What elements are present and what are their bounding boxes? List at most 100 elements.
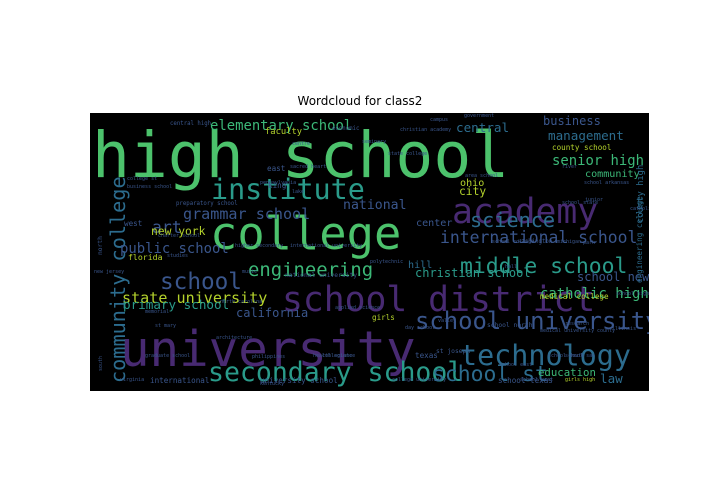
word-california: california (236, 306, 308, 320)
word-institute: institute (211, 173, 365, 206)
word-king: king (268, 181, 286, 190)
word-school-college: school college (492, 239, 534, 245)
word-college-university: college university (392, 377, 446, 383)
word-school-east: school east (499, 362, 532, 368)
word-girls: girls (372, 313, 395, 322)
word-christian-school: christian school (415, 266, 531, 280)
wordcloud-svg: high school university college school distr… (92, 113, 649, 388)
word-community-college: community college (106, 176, 130, 383)
word-hall: hall (505, 264, 517, 270)
word-memorial: memorial (145, 309, 169, 315)
word-central-high: central high (170, 121, 211, 127)
word-college-st: college st (127, 176, 157, 182)
word-architecture: architecture (216, 335, 252, 341)
word-primary-school: primary school (123, 297, 229, 312)
word-county: county (597, 328, 615, 334)
word-pennsylvania: pennsylvania (260, 180, 296, 186)
word-south: south (98, 356, 104, 371)
word-school-university: school university (415, 307, 649, 335)
word-management: management (548, 128, 624, 143)
word-art: art (152, 218, 182, 237)
word-new-jersey: new jersey (94, 269, 124, 275)
word-faculty: faculty (265, 127, 302, 137)
wordcloud-canvas: high school university college school distr… (90, 113, 649, 391)
word-senior-high: senior high (552, 153, 644, 169)
word-research: research (565, 321, 589, 327)
word-city: city (459, 185, 486, 198)
word-international: international (150, 376, 209, 385)
word-texas: texas (415, 351, 438, 360)
word-school-texas: school texas (498, 376, 553, 385)
word-seminary: seminary (362, 139, 386, 145)
word-high-school: high school (92, 119, 509, 192)
word-hill: hill (408, 260, 432, 271)
word-economic: economic (332, 126, 359, 132)
word-catholic-high: catholic high (540, 286, 649, 302)
word-national-university: national university (285, 272, 357, 279)
word-university: university (120, 320, 416, 378)
word-school-high: school high (616, 291, 649, 297)
word-north-carolina: north carolina (220, 299, 262, 305)
word-international-school: international school (440, 228, 637, 247)
word-engineering: engineering (248, 259, 373, 281)
word-academy: academy (452, 192, 598, 232)
word-studies: studies (167, 253, 188, 259)
word-government: government (464, 113, 494, 119)
word-area-school: area school (465, 173, 498, 179)
word-college: college (210, 207, 401, 260)
word-technology: technology (460, 339, 631, 372)
word-business-school: business school (127, 184, 172, 190)
word-public-school: public school (120, 241, 229, 257)
word-north: north (97, 236, 104, 255)
word-central: central (456, 120, 509, 135)
word-ohio: ohio (460, 178, 484, 189)
word-graduate-school: graduate school (145, 353, 190, 359)
word-state-university: state university (122, 289, 267, 307)
word-engineering-college: engineering college (635, 196, 644, 283)
word-center: center (416, 218, 452, 229)
word-community: community (585, 169, 640, 180)
word-school-arkansas: school arkansas (584, 180, 629, 186)
word-school-north: school north (487, 322, 533, 329)
word-school-west: school west (520, 377, 553, 383)
word-medical-college: medical college (540, 292, 609, 301)
word-school-san: school san (565, 353, 595, 359)
word-international-university: international university (290, 243, 362, 249)
word-state-college: state college (388, 151, 427, 157)
word-michigan: michigan (557, 239, 581, 245)
word-east: east (267, 164, 285, 173)
word-school-district: school district (282, 280, 595, 320)
word-campus: campus (430, 117, 448, 123)
word-philippines: philippines (252, 354, 285, 360)
word-music: music (242, 269, 257, 275)
word-school-state: school state (562, 200, 598, 206)
word-medical-university: medical university (540, 328, 594, 334)
word-illinois: illinois (612, 326, 636, 332)
word-west: west (124, 219, 142, 228)
word-polytechnic: polytechnic (370, 259, 403, 265)
word-girls-high: girls high (565, 377, 595, 383)
word-junior: junior (585, 197, 603, 203)
word-county-high: county high (636, 165, 646, 223)
word-kentucky: kentucky (260, 381, 284, 387)
word-new-york: new york (151, 225, 206, 238)
word-secondary-school: secondary school (208, 357, 463, 388)
word-catholic: catholic (630, 206, 649, 212)
word-business: business (543, 114, 601, 128)
word-education: education (538, 366, 596, 379)
word-sacred-heart: sacred heart (290, 164, 326, 170)
word-river: river (562, 164, 577, 170)
word-christian-academy: christian academy (400, 127, 451, 133)
word-school-st: school st (432, 362, 548, 387)
word-charter-school: charter school (158, 233, 200, 239)
word-washington: washington (518, 239, 552, 245)
word-st-joseph: st joseph (436, 348, 470, 355)
chart-title: Wordcloud for class2 (297, 94, 423, 108)
word-applied-science: applied science (335, 305, 380, 311)
word-science: science (470, 208, 555, 232)
word-law: law (600, 371, 623, 386)
word-lake: lake (292, 189, 304, 195)
word-st-mary: st mary (155, 323, 176, 329)
word-collegiate: collegiate (322, 353, 352, 359)
word-middle-school: middle school (460, 254, 627, 279)
